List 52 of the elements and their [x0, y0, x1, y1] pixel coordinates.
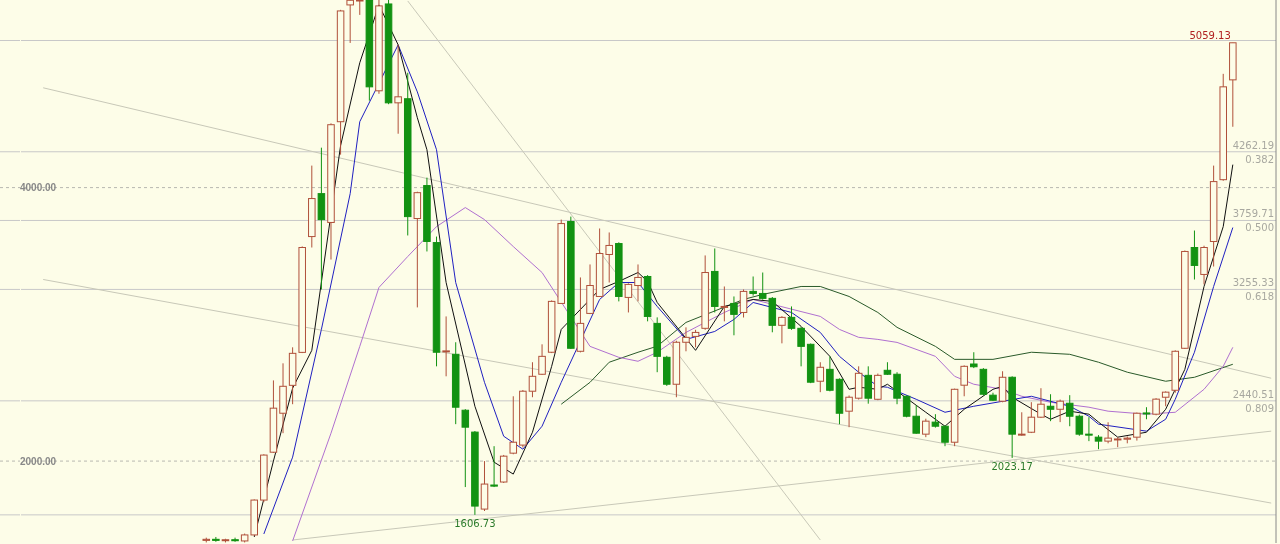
- candlestick: [394, 44, 402, 135]
- candlestick: [442, 315, 450, 377]
- candlestick: [356, 0, 364, 16]
- line-series: [560, 285, 1234, 405]
- candlestick: [1037, 387, 1045, 419]
- candlestick: [787, 305, 796, 331]
- candlestick: [1056, 399, 1064, 423]
- annotation: 0.618: [1245, 291, 1274, 303]
- candlestick: [1085, 416, 1093, 442]
- candlestick: [1190, 230, 1199, 280]
- ref-line-label: 4262.19: [1232, 139, 1274, 151]
- candlestick: [864, 365, 873, 405]
- line-series: [292, 207, 1234, 542]
- candlestick: [461, 408, 470, 488]
- y-tick-label: 4000.00: [20, 182, 57, 194]
- candlestick: [528, 361, 537, 398]
- candlestick: [1104, 421, 1112, 444]
- annotation: 0.809: [1245, 402, 1274, 414]
- candlestick: [634, 263, 642, 302]
- annotation: 2023.17: [991, 460, 1033, 472]
- candlestick: [1133, 412, 1141, 442]
- candlestick: [998, 370, 1007, 403]
- candlestick: [1027, 401, 1036, 434]
- annotation: 0.500: [1245, 222, 1274, 234]
- annotation: 0.382: [1245, 153, 1274, 165]
- candlestick: [922, 418, 930, 438]
- candlestick: [624, 282, 633, 313]
- ref-line-label: 3255.33: [1232, 277, 1274, 289]
- candlestick: [893, 371, 901, 405]
- candlestick: [720, 285, 729, 322]
- annotation: 5059.13: [1189, 29, 1231, 41]
- annotation: 1606.73: [454, 517, 496, 529]
- candlestick: [1046, 393, 1055, 422]
- candlestick: [816, 361, 825, 393]
- y-tick-label: 2000.00: [20, 455, 57, 467]
- candlestick: [509, 395, 518, 455]
- candlestick: [538, 343, 546, 376]
- candlestick: [960, 364, 968, 397]
- candlestick: [1018, 411, 1026, 437]
- candlestick: [682, 326, 690, 352]
- candlestick: [797, 326, 805, 367]
- candlestick: [845, 394, 853, 428]
- candlestick: [730, 295, 738, 336]
- candlestick: [826, 355, 834, 392]
- candlestick: [874, 373, 882, 401]
- candlestick: [490, 445, 498, 488]
- candlestick: [739, 288, 748, 319]
- ref-line-label: 3759.71: [1232, 208, 1274, 220]
- ref-line-label: 2440.51: [1232, 388, 1274, 400]
- candlestick: [778, 315, 786, 344]
- candlestick: [749, 275, 757, 297]
- candlestick: [346, 0, 354, 44]
